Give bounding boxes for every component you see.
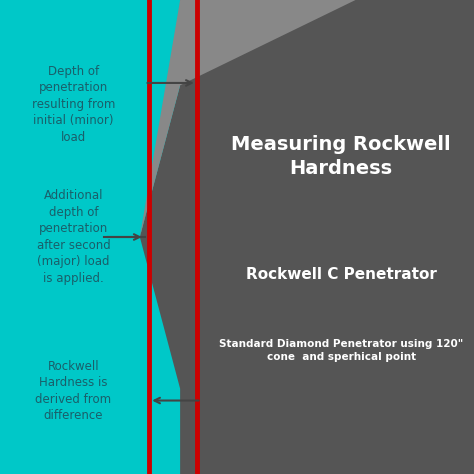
- Text: Rockwell
Hardness is
derived from
difference: Rockwell Hardness is derived from differ…: [36, 360, 111, 422]
- Text: Additional
depth of
penetration
after second
(major) load
is applied.: Additional depth of penetration after se…: [36, 189, 110, 285]
- Text: Rockwell C Penetrator: Rockwell C Penetrator: [246, 267, 437, 283]
- Polygon shape: [140, 0, 356, 237]
- Polygon shape: [140, 0, 474, 474]
- Text: Depth of
penetration
resulting from
initial (minor)
load: Depth of penetration resulting from init…: [32, 65, 115, 144]
- Text: Standard Diamond Penetrator using 120"
cone  and sperhical point: Standard Diamond Penetrator using 120" c…: [219, 339, 464, 362]
- Text: Measuring Rockwell
Hardness: Measuring Rockwell Hardness: [231, 135, 451, 178]
